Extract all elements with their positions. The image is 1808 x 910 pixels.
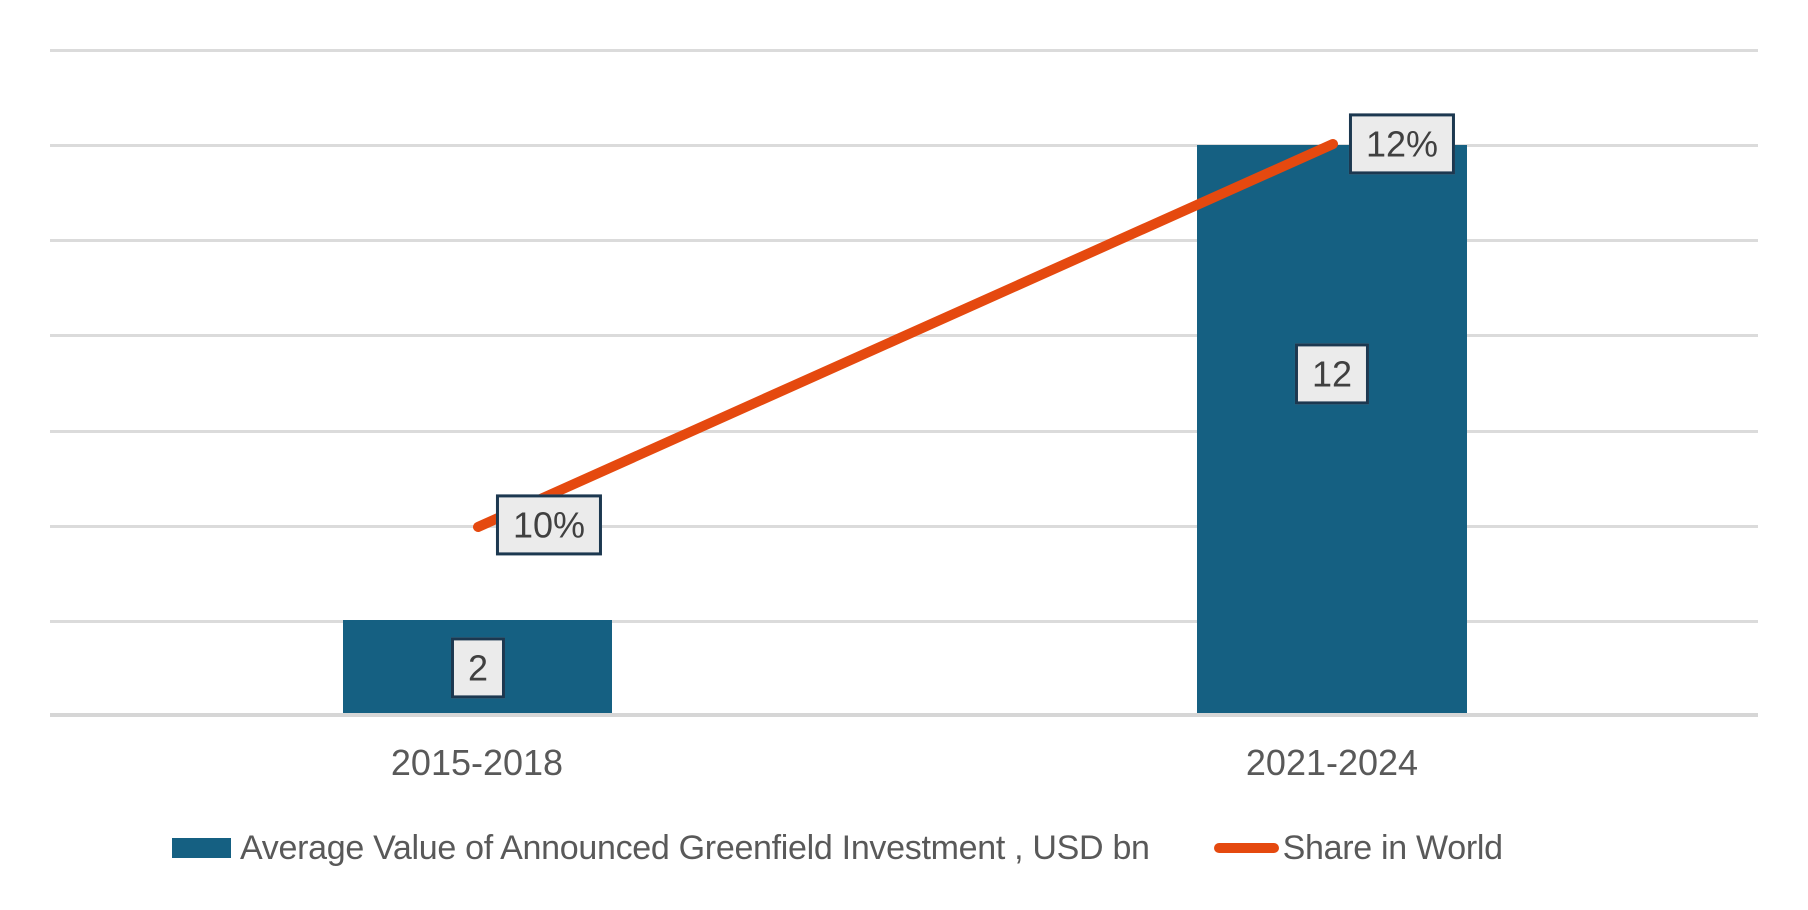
bar-series-swatch	[172, 838, 231, 858]
gridline	[50, 430, 1758, 433]
legend: Average Value of Announced Greenfield In…	[172, 824, 1503, 872]
x-axis-label-2021-2024: 2021-2024	[1245, 742, 1419, 783]
data-label-bar-2021-2024: 12	[1294, 343, 1370, 405]
data-label-line-2015-2018: 10%	[495, 494, 603, 556]
x-axis-label-2015-2018: 2015-2018	[390, 742, 564, 783]
data-label-bar-2015-2018: 2	[450, 637, 506, 699]
legend-item-bar: Average Value of Announced Greenfield In…	[172, 829, 1150, 868]
gridline	[50, 49, 1758, 52]
x-axis-line	[50, 713, 1758, 717]
legend-label-line: Share in World	[1282, 828, 1503, 867]
bar-2021-2024	[1197, 145, 1467, 713]
legend-label-bar: Average Value of Announced Greenfield In…	[240, 828, 1150, 867]
gridline	[50, 525, 1758, 528]
legend-item-line: Share in World	[1213, 828, 1503, 868]
data-label-line-2021-2024: 12%	[1348, 113, 1456, 175]
gridline	[50, 620, 1758, 623]
line-series-swatch	[1213, 843, 1279, 853]
gridline	[50, 239, 1758, 242]
gridline	[50, 334, 1758, 337]
gridline	[50, 144, 1758, 147]
